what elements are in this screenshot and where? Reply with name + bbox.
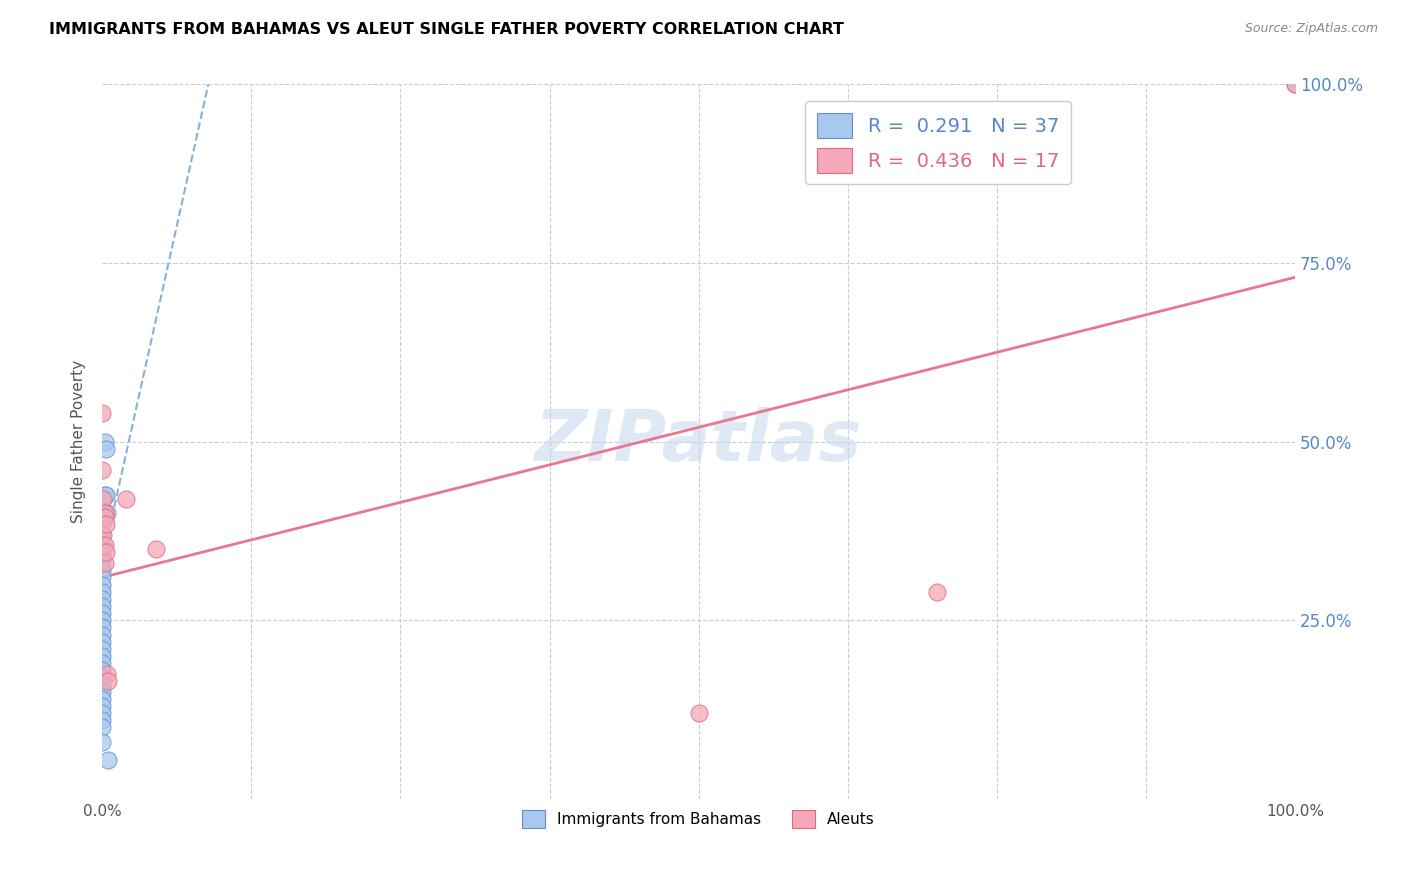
Point: [91, 463, 114, 477]
Text: ZIPatlas: ZIPatlas: [534, 407, 862, 476]
Point: [91, 670, 114, 684]
Point: [97, 752, 120, 766]
Point: [93, 556, 115, 570]
Point: [115, 491, 138, 506]
Point: [91, 509, 114, 524]
Point: [91, 720, 114, 734]
Point: [91, 406, 114, 420]
Point: [91, 491, 114, 506]
Point: [91, 570, 114, 584]
Point: [96, 666, 118, 681]
Point: [91, 627, 114, 641]
Point: [93, 488, 115, 502]
Point: [1284, 78, 1306, 92]
Point: [91, 713, 114, 727]
Point: [94, 488, 117, 502]
Point: [91, 606, 114, 620]
Point: [91, 698, 114, 713]
Point: [91, 563, 114, 577]
Point: [91, 613, 114, 627]
Point: [91, 634, 114, 648]
Point: [93, 538, 115, 552]
Point: [96, 506, 118, 520]
Point: [145, 541, 167, 556]
Point: [91, 663, 114, 677]
Point: [91, 648, 114, 663]
Point: [93, 434, 115, 449]
Point: [91, 538, 114, 552]
Point: [91, 599, 114, 613]
Point: [91, 677, 114, 691]
Point: [93, 491, 115, 506]
Y-axis label: Single Father Poverty: Single Father Poverty: [72, 360, 86, 524]
Point: [91, 706, 114, 720]
Point: [93, 509, 115, 524]
Point: [91, 734, 114, 748]
Point: [94, 442, 117, 456]
Point: [91, 577, 114, 591]
Point: [927, 584, 949, 599]
Point: [91, 527, 114, 541]
Text: IMMIGRANTS FROM BAHAMAS VS ALEUT SINGLE FATHER POVERTY CORRELATION CHART: IMMIGRANTS FROM BAHAMAS VS ALEUT SINGLE …: [49, 22, 844, 37]
Point: [97, 673, 120, 688]
Point: [91, 549, 114, 563]
Point: [94, 516, 117, 531]
Point: [93, 527, 115, 541]
Point: [91, 620, 114, 634]
Point: [91, 591, 114, 606]
Point: [91, 684, 114, 698]
Point: [93, 506, 115, 520]
Point: [688, 706, 710, 720]
Point: [1284, 78, 1306, 92]
Point: [91, 641, 114, 656]
Text: Source: ZipAtlas.com: Source: ZipAtlas.com: [1244, 22, 1378, 36]
Legend: Immigrants from Bahamas, Aleuts: Immigrants from Bahamas, Aleuts: [516, 805, 882, 834]
Point: [91, 584, 114, 599]
Point: [91, 556, 114, 570]
Point: [91, 691, 114, 706]
Point: [91, 656, 114, 670]
Point: [94, 545, 117, 559]
